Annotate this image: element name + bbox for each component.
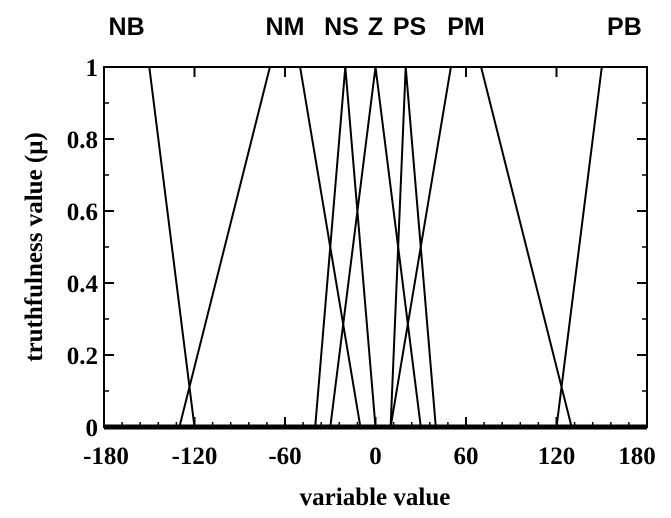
x-tick-label: -120 — [172, 443, 218, 470]
x-tick-label: 120 — [538, 443, 576, 470]
y-axis-title: truthfulness value (μ) — [21, 132, 48, 361]
y-tick-label: 0.8 — [67, 127, 98, 154]
x-tick-label: -60 — [268, 443, 301, 470]
curve-pm — [389, 66, 573, 428]
x-tick-labels: -180 -120 -60 0 60 120 180 — [83, 443, 656, 470]
set-label-ns: NS — [324, 13, 359, 41]
y-tick-label: 0.2 — [67, 343, 98, 370]
y-tick-label: 0.4 — [67, 271, 99, 298]
y-tick-label: 1 — [86, 55, 99, 82]
curve-nm — [178, 66, 362, 428]
set-label-pb: PB — [607, 13, 642, 41]
x-axis-title: variable value — [300, 484, 451, 511]
set-labels: NB NM NS Z PS PM PB — [109, 13, 642, 41]
set-label-pm: PM — [447, 13, 485, 41]
x-tick-label: 60 — [454, 443, 479, 470]
curve-pb — [555, 66, 647, 428]
x-tick-label: 180 — [618, 443, 656, 470]
x-tick-label: 0 — [369, 443, 382, 470]
set-label-nm: NM — [266, 13, 305, 41]
x-tick-label: -180 — [83, 443, 129, 470]
axis-ticks — [103, 66, 648, 430]
set-label-z: Z — [368, 13, 383, 41]
plot-frame — [103, 66, 648, 428]
membership-curves — [104, 66, 647, 428]
curve-z — [329, 66, 422, 428]
y-tick-labels: 0 0.2 0.4 0.6 0.8 1 — [67, 55, 99, 442]
set-label-nb: NB — [109, 13, 145, 41]
curve-nb — [104, 66, 196, 428]
y-tick-label: 0.6 — [67, 199, 98, 226]
set-label-ps: PS — [393, 13, 426, 41]
y-tick-label: 0 — [86, 415, 99, 442]
curve-ns — [314, 66, 377, 428]
